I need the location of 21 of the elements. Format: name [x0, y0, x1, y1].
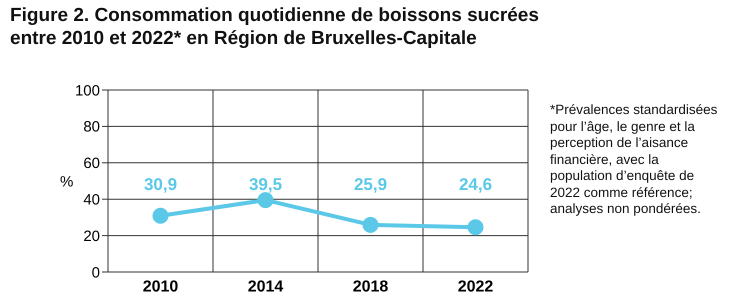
chart-title: Figure 2. Consommation quotidienne de boissons sucrées entre 2010 et 2022* en Région de Bruxelles-Capitale	[10, 4, 539, 50]
y-tick-label: 60	[83, 155, 100, 172]
data-label: 24,6	[458, 175, 492, 194]
y-tick-label: 80	[83, 118, 100, 136]
point	[468, 219, 484, 236]
data-label: 30,9	[144, 175, 178, 194]
y-tick-label: 20	[83, 228, 100, 245]
y-axis-title: %	[60, 173, 74, 190]
y-tick-label: 100	[74, 82, 100, 100]
y-tick-label: 0	[92, 264, 100, 282]
point	[362, 216, 378, 233]
data-label: 25,9	[354, 175, 388, 194]
x-tick-label: 2018	[352, 278, 388, 296]
point	[152, 208, 168, 224]
point	[258, 192, 274, 208]
x-tick-label: 2010	[142, 278, 178, 296]
text: *Prévalences standardisées pour l’âge, le genre et la perception de l’aisance financière, avec la population d’enquête de 2022 comme référence; analyses non pondérées.	[550, 102, 718, 218]
data-label: 39,5	[248, 175, 282, 194]
y-tick-label: 40	[83, 192, 100, 209]
x-tick-label: 2014	[248, 278, 284, 296]
x-tick-label: 2022	[458, 278, 494, 296]
